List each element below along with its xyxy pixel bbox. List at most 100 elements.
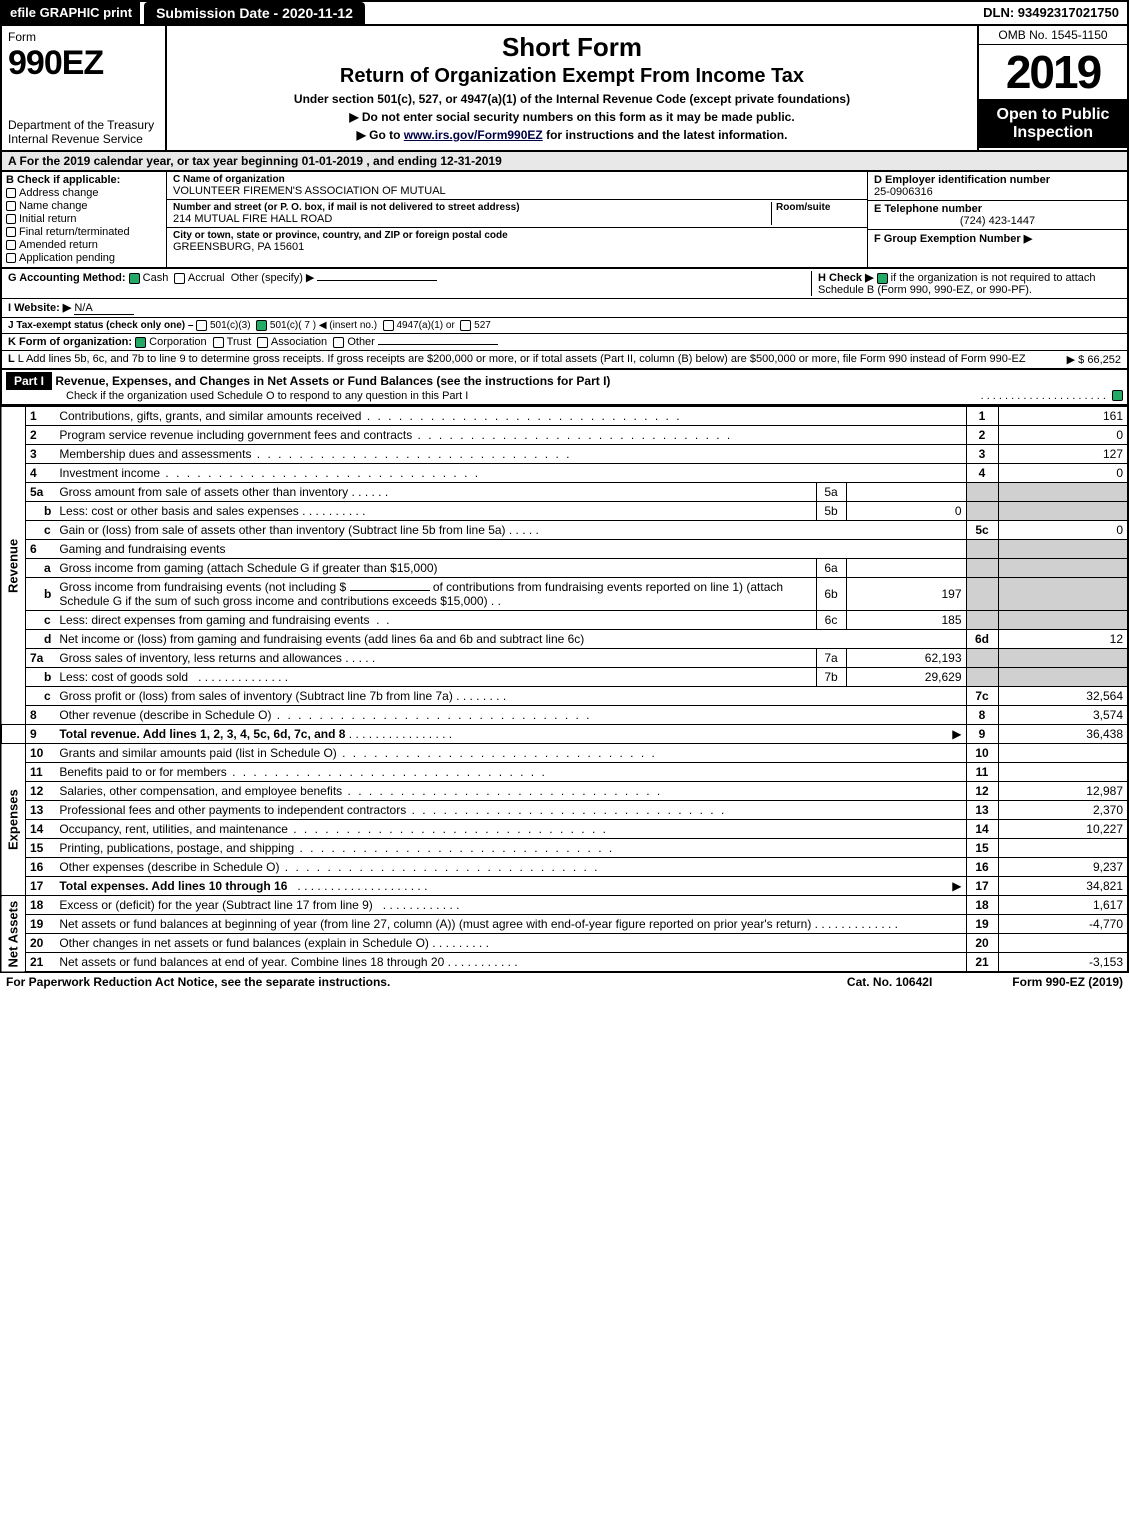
line16-desc: Other expenses (describe in Schedule O) <box>59 860 279 874</box>
e-phone-value: (724) 423-1447 <box>874 215 1121 227</box>
line9-refno: 9 <box>966 725 998 744</box>
line17-desc: Total expenses. Add lines 10 through 16 <box>59 879 287 893</box>
line6d-refno: 6d <box>966 630 998 649</box>
line19-desc: Net assets or fund balances at beginning… <box>59 917 811 931</box>
d-ein-value: 25-0906316 <box>874 186 933 198</box>
line14-desc: Occupancy, rent, utilities, and maintena… <box>59 822 288 836</box>
line17-refno: 17 <box>966 877 998 896</box>
line7b-num: b <box>26 668 56 687</box>
line11-desc: Benefits paid to or for members <box>59 765 226 779</box>
h-checkbox[interactable] <box>877 273 888 284</box>
line3-desc: Membership dues and assessments <box>59 447 251 461</box>
j-527-checkbox[interactable] <box>460 320 471 331</box>
j-501c-checkbox[interactable] <box>256 320 267 331</box>
row-a-tax-year: A For the 2019 calendar year, or tax yea… <box>0 152 1129 172</box>
line5c-val: 0 <box>998 521 1128 540</box>
k-trust-checkbox[interactable] <box>213 337 224 348</box>
g-other-input[interactable] <box>317 280 437 281</box>
line10-num: 10 <box>26 744 56 763</box>
b-opt-final-return[interactable]: Final return/terminated <box>6 226 162 238</box>
i-website-label: I Website: ▶ <box>8 302 71 314</box>
b-opt-initial-return[interactable]: Initial return <box>6 213 162 225</box>
j-527: 527 <box>474 320 491 331</box>
part1-sub: Check if the organization used Schedule … <box>66 390 981 402</box>
line19-num: 19 <box>26 915 56 934</box>
j-501c3-checkbox[interactable] <box>196 320 207 331</box>
line6c-desc: Less: direct expenses from gaming and fu… <box>59 613 369 627</box>
line20-desc: Other changes in net assets or fund bala… <box>59 936 429 950</box>
f-group-exemption-label: F Group Exemption Number ▶ <box>874 233 1032 245</box>
line6b-mini-val: 197 <box>846 578 966 611</box>
g-accrual-label: Accrual <box>188 272 225 284</box>
line18-val: 1,617 <box>998 896 1128 915</box>
line6b-amount-input[interactable] <box>350 590 430 591</box>
line7b-mini-label: 7b <box>816 668 846 687</box>
part1-schedule-o-checkbox[interactable] <box>1112 390 1123 401</box>
k-corp-checkbox[interactable] <box>135 337 146 348</box>
line2-refno: 2 <box>966 426 998 445</box>
entity-block: B Check if applicable: Address change Na… <box>0 172 1129 269</box>
line13-num: 13 <box>26 801 56 820</box>
b-opt-name-change[interactable]: Name change <box>6 200 162 212</box>
line7c-refno: 7c <box>966 687 998 706</box>
line12-desc: Salaries, other compensation, and employ… <box>59 784 342 798</box>
line10-refno: 10 <box>966 744 998 763</box>
line9-num: 9 <box>26 725 56 744</box>
line5b-mini-val: 0 <box>846 502 966 521</box>
line9-desc: Total revenue. Add lines 1, 2, 3, 4, 5c,… <box>59 727 345 741</box>
goto-post: for instructions and the latest informat… <box>546 128 787 142</box>
line21-desc: Net assets or fund balances at end of ye… <box>59 955 444 969</box>
top-bar: efile GRAPHIC print Submission Date - 20… <box>0 0 1129 26</box>
b-label: B Check if applicable: <box>6 174 162 186</box>
line20-refno: 20 <box>966 934 998 953</box>
line18-desc: Excess or (deficit) for the year (Subtra… <box>59 898 372 912</box>
k-corp: Corporation <box>149 336 206 348</box>
line4-desc: Investment income <box>59 466 160 480</box>
b-opt-address-change[interactable]: Address change <box>6 187 162 199</box>
b-opt-amended-return[interactable]: Amended return <box>6 239 162 251</box>
l-text: L Add lines 5b, 6c, and 7b to line 9 to … <box>18 353 1026 365</box>
line8-desc: Other revenue (describe in Schedule O) <box>59 708 271 722</box>
line7b-desc: Less: cost of goods sold <box>59 670 188 684</box>
line6b-desc1: Gross income from fundraising events (no… <box>59 580 346 594</box>
l-amount: ▶ $ 66,252 <box>1067 353 1121 366</box>
k-label: K Form of organization: <box>8 336 132 348</box>
line15-val <box>998 839 1128 858</box>
part1-title: Revenue, Expenses, and Changes in Net As… <box>55 374 610 388</box>
dept-irs: Internal Revenue Service <box>8 132 159 146</box>
line3-val: 127 <box>998 445 1128 464</box>
j-4947-checkbox[interactable] <box>383 320 394 331</box>
k-other-checkbox[interactable] <box>333 337 344 348</box>
line16-val: 9,237 <box>998 858 1128 877</box>
k-assoc: Association <box>271 336 327 348</box>
line8-val: 3,574 <box>998 706 1128 725</box>
line5c-desc: Gain or (loss) from sale of assets other… <box>59 523 505 537</box>
g-accrual-checkbox[interactable] <box>174 273 185 284</box>
b-opt-application-pending[interactable]: Application pending <box>6 252 162 264</box>
line14-num: 14 <box>26 820 56 839</box>
j-501c3: 501(c)(3) <box>210 320 251 331</box>
k-other-input[interactable] <box>378 344 498 345</box>
form-word: Form <box>8 30 36 44</box>
line4-num: 4 <box>26 464 56 483</box>
part1-table: Revenue 1 Contributions, gifts, grants, … <box>0 406 1129 973</box>
title-return: Return of Organization Exempt From Incom… <box>177 65 967 88</box>
g-cash-checkbox[interactable] <box>129 273 140 284</box>
line8-refno: 8 <box>966 706 998 725</box>
c-city-label: City or town, state or province, country… <box>173 230 861 241</box>
goto-pre: Go to <box>369 128 404 142</box>
page-footer: For Paperwork Reduction Act Notice, see … <box>0 973 1129 991</box>
h-label: H Check ▶ <box>818 272 874 284</box>
line16-num: 16 <box>26 858 56 877</box>
line7a-mini-label: 7a <box>816 649 846 668</box>
line6a-num: a <box>26 559 56 578</box>
k-trust: Trust <box>227 336 252 348</box>
side-revenue: Revenue <box>1 407 26 725</box>
line12-num: 12 <box>26 782 56 801</box>
irs-link[interactable]: www.irs.gov/Form990EZ <box>404 128 543 142</box>
efile-print-label[interactable]: efile GRAPHIC print <box>2 2 140 24</box>
header-center: Short Form Return of Organization Exempt… <box>167 26 977 150</box>
line12-val: 12,987 <box>998 782 1128 801</box>
k-assoc-checkbox[interactable] <box>257 337 268 348</box>
line1-num: 1 <box>26 407 56 426</box>
